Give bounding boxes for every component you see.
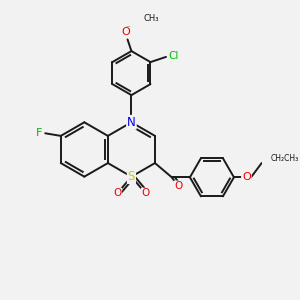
Text: O: O bbox=[122, 27, 130, 37]
Text: O: O bbox=[242, 172, 251, 182]
Text: O: O bbox=[113, 188, 121, 199]
Text: F: F bbox=[36, 128, 43, 138]
Text: CH₂CH₃: CH₂CH₃ bbox=[271, 154, 299, 163]
Text: Cl: Cl bbox=[169, 51, 179, 61]
Text: O: O bbox=[174, 182, 182, 191]
Text: S: S bbox=[128, 170, 135, 183]
Text: O: O bbox=[142, 188, 150, 199]
Text: N: N bbox=[127, 116, 136, 129]
Text: CH₃: CH₃ bbox=[143, 14, 159, 23]
